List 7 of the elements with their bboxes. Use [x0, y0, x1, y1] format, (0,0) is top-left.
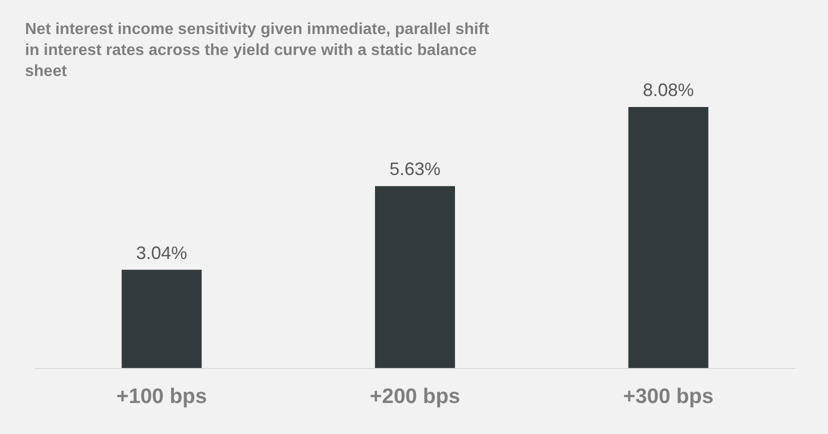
data-label: 3.04% — [136, 242, 188, 263]
x-tick-label: +200 bps — [370, 385, 460, 408]
x-tick-label: +300 bps — [623, 385, 714, 408]
data-label: 5.63% — [389, 159, 441, 180]
chart-title: Net interest income sensitivity given immediate, parallel shift in interest rates across the yield curve with a static balance sheet — [25, 21, 494, 80]
x-tick-label: +100 bps — [116, 385, 207, 408]
data-label: 8.08% — [642, 80, 694, 100]
